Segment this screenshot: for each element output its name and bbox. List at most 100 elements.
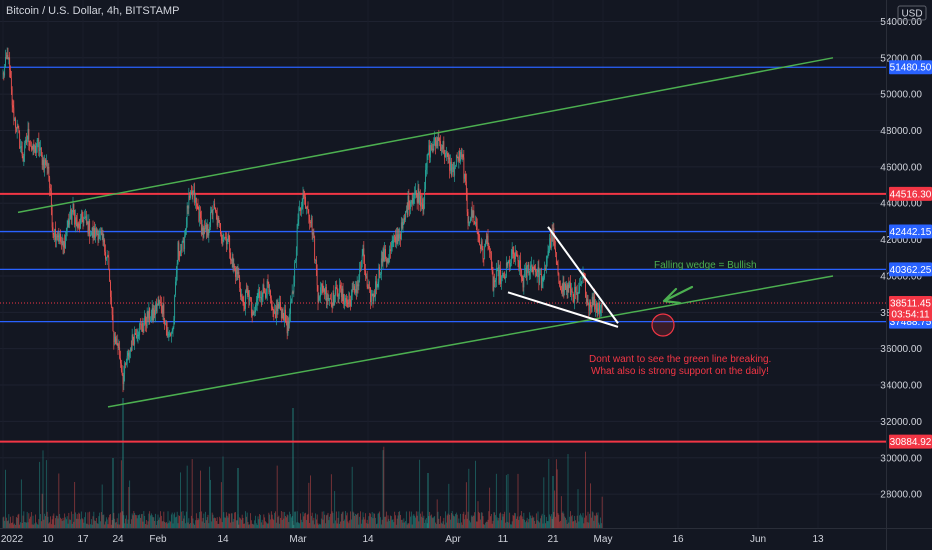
candle-body <box>80 218 81 229</box>
volume-bar <box>380 517 381 528</box>
candle-body <box>247 288 249 295</box>
volume-bar <box>427 473 429 528</box>
volume-bar <box>145 519 147 528</box>
candle-body <box>304 196 306 198</box>
candle-body <box>480 245 481 250</box>
volume-bar <box>131 513 133 528</box>
candle-body <box>285 309 286 323</box>
volume-bar <box>363 517 365 528</box>
candle-body <box>271 304 273 308</box>
candle-body <box>470 218 471 222</box>
volume-bar <box>495 515 496 528</box>
volume-bar <box>71 523 73 528</box>
candle-body <box>101 233 103 235</box>
volume-bar <box>333 523 335 528</box>
candle-body <box>411 200 413 204</box>
volume-layer <box>2 398 603 528</box>
volume-bar <box>188 518 190 528</box>
volume-bar <box>227 517 229 528</box>
candle-body <box>90 234 91 237</box>
candle-body <box>361 255 363 267</box>
candle-body <box>531 264 533 267</box>
candle-body <box>6 54 8 59</box>
candle-body <box>407 196 409 215</box>
volume-bar <box>570 516 572 528</box>
volume-bar <box>56 515 58 528</box>
volume-bar <box>118 513 120 528</box>
candle-body <box>382 249 384 263</box>
volume-bar <box>204 522 206 528</box>
candle-body <box>562 282 564 292</box>
candle-body <box>349 299 351 301</box>
volume-bar <box>79 513 81 528</box>
candle-body <box>385 249 386 259</box>
volume-bar <box>328 520 330 528</box>
candle-body <box>210 212 211 228</box>
volume-bar <box>265 522 267 528</box>
volume-bar <box>33 524 35 528</box>
candle-body <box>406 209 408 215</box>
volume-bar <box>313 517 315 528</box>
volume-bar <box>170 514 172 528</box>
candle-body <box>37 139 39 141</box>
symbol-title[interactable]: Bitcoin / U.S. Dollar, 4h, BITSTAMP <box>6 5 180 17</box>
candle-body <box>380 258 382 275</box>
volume-bar <box>330 513 331 528</box>
candle-body <box>142 329 144 332</box>
candle-body <box>151 308 153 315</box>
candle-body <box>43 159 45 169</box>
volume-bar <box>105 521 106 528</box>
candle-body <box>140 323 141 325</box>
volume-bar <box>99 512 101 528</box>
candle-body <box>219 220 221 224</box>
level-tag <box>889 186 932 201</box>
volume-bar <box>324 514 326 528</box>
volume-bar <box>545 523 546 528</box>
volume-bar <box>556 469 558 528</box>
candle-body <box>550 232 552 248</box>
volume-bar <box>168 522 170 528</box>
volume-bar <box>403 518 405 528</box>
volume-bar <box>386 521 388 528</box>
volume-bar <box>555 516 556 528</box>
candle-body <box>49 177 51 189</box>
volume-bar <box>500 520 502 528</box>
volume-bar <box>19 524 21 528</box>
volume-bar <box>307 513 309 528</box>
volume-bar <box>392 519 394 528</box>
candle-body <box>546 256 548 264</box>
candle-body <box>543 274 545 278</box>
volume-bar <box>38 519 40 528</box>
volume-bar <box>5 469 6 528</box>
candle-body <box>144 316 146 326</box>
level-tag-label: 37488.75 <box>890 317 932 328</box>
candle-body <box>504 276 506 279</box>
volume-bar <box>325 523 326 528</box>
volume-bar <box>506 521 508 528</box>
volume-bar <box>400 514 401 528</box>
volume-bar <box>302 511 304 528</box>
volume-bar <box>59 514 61 528</box>
candle-body <box>598 302 600 309</box>
volume-bar <box>295 511 296 528</box>
volume-bar <box>8 514 10 528</box>
candle-body <box>468 222 470 224</box>
volume-bar <box>83 522 85 528</box>
candle-body <box>115 338 117 345</box>
volume-bar <box>189 524 191 528</box>
volume-bar <box>124 523 126 528</box>
volume-bar <box>393 522 395 528</box>
volume-bar <box>598 522 600 528</box>
volume-bar <box>515 518 517 528</box>
candle-body <box>456 155 458 157</box>
candle-body <box>554 237 556 249</box>
volume-bar <box>521 516 523 528</box>
volume-bar <box>319 523 321 528</box>
candle-body <box>526 266 528 277</box>
volume-bar <box>2 517 4 528</box>
volume-bar <box>270 511 272 528</box>
candle-body <box>496 268 498 270</box>
volume-bar <box>336 523 338 528</box>
